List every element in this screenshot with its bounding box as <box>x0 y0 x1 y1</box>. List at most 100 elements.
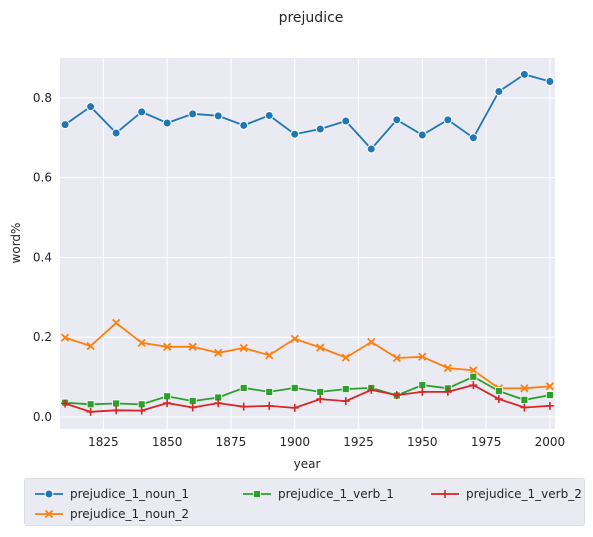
series-prejudice_1_verb_2 <box>61 381 554 416</box>
data-point-2-11 <box>341 385 350 394</box>
data-point-2-16 <box>469 372 478 381</box>
data-point-3-7 <box>239 402 248 411</box>
chart-legend: prejudice_1_noun_1 prejudice_1_verb_1 prej… <box>24 478 585 526</box>
series-line-2 <box>65 375 551 406</box>
x-axis-label: year <box>294 457 321 471</box>
data-point-1-13 <box>392 353 401 363</box>
data-point-0-18 <box>519 69 529 79</box>
data-point-0-2 <box>111 128 121 138</box>
legend-item-prejudice_1_verb_2: prejudice_1_verb_2 <box>430 485 582 503</box>
data-point-0-16 <box>468 133 478 143</box>
data-point-2-9 <box>290 384 299 392</box>
data-point-0-9 <box>290 129 300 139</box>
data-point-1-2 <box>111 318 121 328</box>
chart-title: prejudice <box>279 10 344 26</box>
data-point-1-8 <box>265 351 274 360</box>
x-tick-label-4: 1925 <box>343 435 374 449</box>
legend-swatch-2 <box>243 490 271 498</box>
legend-swatch-3 <box>431 490 459 498</box>
series-prejudice_1_noun_1 <box>60 69 555 154</box>
data-point-0-11 <box>341 116 351 126</box>
data-point-0-15 <box>443 115 453 125</box>
data-point-3-12 <box>367 385 376 394</box>
data-point-0-19 <box>545 77 555 87</box>
legend-marker-1 <box>44 509 54 519</box>
x-tick-label-5: 1950 <box>407 435 438 449</box>
data-point-1-11 <box>341 353 350 362</box>
data-point-1-10 <box>316 343 325 352</box>
data-point-2-2 <box>112 399 121 408</box>
data-point-3-14 <box>418 387 427 396</box>
data-point-1-12 <box>367 337 376 347</box>
data-point-0-1 <box>86 102 96 112</box>
data-point-0-10 <box>315 124 325 134</box>
y-tick-label-4: 0.8 <box>33 91 52 105</box>
data-point-3-0 <box>61 399 70 408</box>
data-point-0-8 <box>264 110 274 120</box>
data-point-0-14 <box>417 130 427 140</box>
data-point-1-9 <box>290 334 299 343</box>
data-point-2-18 <box>520 395 529 404</box>
x-tick-label-2: 1875 <box>216 435 247 449</box>
data-point-2-10 <box>316 387 325 396</box>
legend-swatch-1 <box>35 509 63 519</box>
legend-label-0: prejudice_1_noun_1 <box>70 487 189 501</box>
data-point-3-5 <box>188 403 197 412</box>
data-point-0-4 <box>162 118 172 128</box>
legend-marker-0 <box>44 489 54 499</box>
legend-item-prejudice_1_verb_1: prejudice_1_verb_1 <box>242 485 394 503</box>
legend-marker-2 <box>253 490 261 498</box>
data-point-3-17 <box>494 395 503 404</box>
data-point-3-18 <box>520 403 529 412</box>
series-line-1 <box>64 321 550 390</box>
data-point-3-9 <box>290 403 299 412</box>
legend-label-3: prejudice_1_verb_2 <box>466 487 582 501</box>
x-tick-label-7: 2000 <box>535 435 566 449</box>
data-point-3-11 <box>341 397 350 406</box>
data-point-2-1 <box>86 400 95 409</box>
series-line-0 <box>64 73 551 151</box>
y-tick-label-1: 0.2 <box>33 330 52 344</box>
data-point-3-8 <box>265 401 274 410</box>
data-point-3-3 <box>137 406 146 415</box>
data-point-0-6 <box>213 111 223 121</box>
data-point-0-5 <box>188 109 198 119</box>
data-point-0-13 <box>392 115 402 125</box>
legend-swatch-0 <box>35 489 63 499</box>
series-prejudice_1_noun_2 <box>60 318 555 393</box>
data-point-1-3 <box>137 338 146 347</box>
data-point-1-1 <box>86 341 95 351</box>
legend-label-1: prejudice_1_noun_2 <box>70 507 189 521</box>
data-point-2-8 <box>265 387 274 396</box>
y-tick-label-2: 0.4 <box>33 250 52 264</box>
x-tick-label-6: 1975 <box>471 435 502 449</box>
data-point-3-19 <box>545 401 554 410</box>
legend-marker-3 <box>441 490 449 498</box>
data-point-3-15 <box>443 387 452 396</box>
data-point-1-16 <box>469 366 478 375</box>
data-point-1-5 <box>188 342 197 351</box>
y-tick-label-3: 0.6 <box>33 171 52 185</box>
data-point-2-17 <box>494 387 503 396</box>
legend-label-2: prejudice_1_verb_1 <box>278 487 394 501</box>
data-point-2-7 <box>239 384 248 392</box>
x-tick-label-3: 1900 <box>279 435 310 449</box>
data-point-1-4 <box>163 342 172 351</box>
data-point-1-18 <box>520 384 529 393</box>
data-point-0-12 <box>366 144 376 154</box>
data-point-3-13 <box>392 391 401 400</box>
data-point-0-0 <box>60 120 70 130</box>
data-point-2-4 <box>163 392 172 401</box>
plot-area <box>60 58 555 429</box>
series-layer <box>60 69 555 416</box>
data-point-0-7 <box>239 120 249 130</box>
y-tick-label-0: 0.0 <box>33 410 52 424</box>
data-point-1-15 <box>443 363 452 373</box>
data-point-3-10 <box>316 395 325 404</box>
data-point-0-3 <box>137 107 147 117</box>
legend-item-prejudice_1_noun_2: prejudice_1_noun_2 <box>34 505 189 523</box>
data-point-1-19 <box>545 382 555 391</box>
series-line-3 <box>64 384 550 413</box>
x-tick-label-0: 1825 <box>88 435 119 449</box>
